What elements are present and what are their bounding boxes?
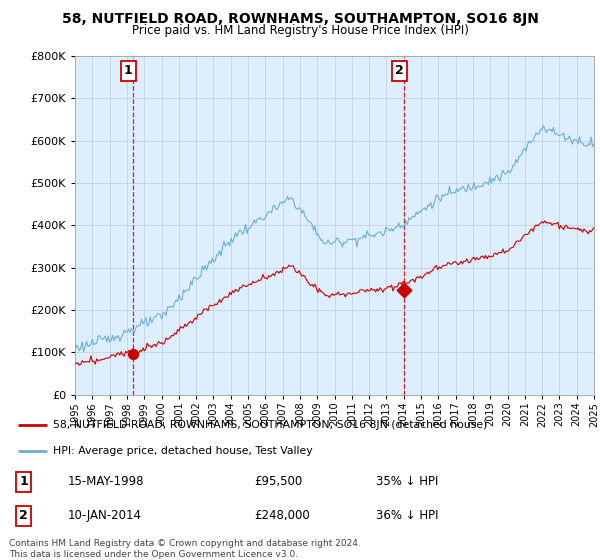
Text: 2: 2 <box>395 64 403 77</box>
Text: 58, NUTFIELD ROAD, ROWNHAMS, SOUTHAMPTON, SO16 8JN (detached house): 58, NUTFIELD ROAD, ROWNHAMS, SOUTHAMPTON… <box>53 420 487 430</box>
Point <box>128 350 138 359</box>
Text: 35% ↓ HPI: 35% ↓ HPI <box>376 475 439 488</box>
Text: 1: 1 <box>124 64 133 77</box>
Text: 2: 2 <box>19 510 28 522</box>
Point <box>400 285 409 294</box>
Text: 36% ↓ HPI: 36% ↓ HPI <box>376 510 439 522</box>
Text: HPI: Average price, detached house, Test Valley: HPI: Average price, detached house, Test… <box>53 446 313 456</box>
Text: Contains HM Land Registry data © Crown copyright and database right 2024.
This d: Contains HM Land Registry data © Crown c… <box>9 539 361 559</box>
Text: Price paid vs. HM Land Registry's House Price Index (HPI): Price paid vs. HM Land Registry's House … <box>131 24 469 36</box>
Text: 10-JAN-2014: 10-JAN-2014 <box>67 510 142 522</box>
Text: 15-MAY-1998: 15-MAY-1998 <box>67 475 144 488</box>
Text: £248,000: £248,000 <box>254 510 310 522</box>
Text: 1: 1 <box>19 475 28 488</box>
Text: 58, NUTFIELD ROAD, ROWNHAMS, SOUTHAMPTON, SO16 8JN: 58, NUTFIELD ROAD, ROWNHAMS, SOUTHAMPTON… <box>62 12 538 26</box>
Text: £95,500: £95,500 <box>254 475 302 488</box>
